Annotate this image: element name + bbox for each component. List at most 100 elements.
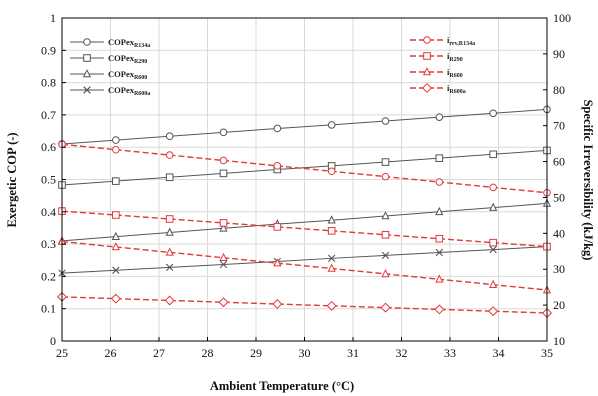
- data-point: [381, 230, 390, 239]
- legend-label-sub: R600: [449, 73, 462, 79]
- data-point: [489, 202, 498, 211]
- data-point: [489, 109, 497, 118]
- legend-item: irev,R134a: [410, 35, 475, 47]
- data-point: [219, 260, 228, 269]
- legend-marker: [422, 67, 432, 76]
- data-point: [219, 169, 228, 178]
- y-right-tick-label: 40: [553, 226, 565, 240]
- y-left-tick-label: 1: [50, 11, 56, 25]
- legend-label: COPexR134a: [108, 37, 150, 49]
- legend-label: iR600a: [447, 83, 466, 95]
- series-right-1: [58, 207, 551, 251]
- data-point: [489, 245, 497, 254]
- legend-marker: [421, 82, 433, 94]
- y-right-tick-label: 10: [553, 334, 565, 348]
- data-point: [326, 300, 337, 311]
- legend-label: iR290: [447, 51, 463, 63]
- y-left-tick-label: 0: [50, 334, 56, 348]
- x-tick-label: 31: [347, 346, 359, 360]
- x-tick-label: 34: [493, 346, 505, 360]
- legend-marker: [83, 86, 91, 94]
- x-tick-label: 28: [202, 346, 214, 360]
- legend-label-sub: R290: [134, 59, 147, 65]
- y-right-tick-label: 70: [553, 119, 565, 133]
- legend-label-sub: R600a: [449, 89, 465, 95]
- legend-label-sub: R600a: [134, 91, 150, 97]
- series-line: [61, 143, 548, 194]
- y-left-tick-label: 0.5: [41, 173, 56, 187]
- data-point: [165, 227, 174, 236]
- data-point: [381, 158, 390, 166]
- data-point: [112, 136, 120, 144]
- legend-label-base: i: [447, 35, 450, 45]
- data-point: [489, 238, 497, 247]
- legend-label: iR600: [447, 67, 463, 79]
- data-point: [219, 219, 228, 227]
- data-point: [273, 162, 282, 170]
- legend-label-base: i: [447, 67, 450, 77]
- x-tick-label: 29: [250, 346, 262, 360]
- x-tick-label: 30: [299, 346, 311, 360]
- legend-label-base: i: [447, 51, 450, 61]
- data-point: [219, 252, 228, 262]
- data-point: [489, 183, 497, 192]
- data-point: [489, 279, 498, 288]
- y-right-tick-label: 20: [553, 298, 565, 312]
- y-left-tick-label: 0.1: [41, 302, 56, 316]
- data-point: [488, 306, 499, 317]
- series-line: [61, 210, 548, 248]
- data-point: [273, 124, 282, 133]
- data-point: [218, 297, 229, 308]
- series-line: [61, 149, 548, 186]
- data-point: [435, 248, 444, 257]
- legend-label-base: COPex: [108, 85, 135, 95]
- legend-item: iR600: [410, 67, 463, 79]
- data-point: [327, 167, 336, 176]
- legend-label: COPexR290: [108, 53, 147, 65]
- data-point: [327, 121, 336, 129]
- legend-item: COPexR134a: [70, 37, 150, 49]
- legend-label-sub: rev,R134a: [449, 41, 475, 47]
- data-point: [165, 173, 174, 182]
- legend-label: COPexR600: [108, 69, 147, 81]
- y-right-tick-label: 80: [553, 83, 565, 97]
- series-group: [56, 105, 553, 319]
- y-left-tick-label: 0.4: [41, 205, 56, 219]
- data-point: [110, 293, 121, 304]
- y-left-tick-label: 0.3: [41, 237, 56, 251]
- data-point: [272, 299, 283, 310]
- series-left-3: [58, 242, 551, 277]
- data-point: [165, 247, 174, 256]
- data-point: [273, 258, 282, 267]
- tick-labels: 25 26 27 28 29 30 31 32 33 34 35 0 0.1 0.2 0.3 0.4 0.5 0.…: [41, 11, 571, 360]
- data-point: [381, 117, 390, 125]
- data-point: [381, 211, 390, 220]
- legend-item: COPexR290: [70, 53, 147, 65]
- y-left-tick-label: 0.9: [41, 43, 56, 57]
- y-left-tick-label: 0.2: [41, 269, 56, 283]
- y-left-tick-label: 0.8: [41, 76, 56, 90]
- y-right-tick-label: 100: [553, 11, 571, 25]
- legend-marker: [82, 69, 92, 78]
- data-point: [165, 215, 174, 223]
- legend-label: irev,R134a: [447, 35, 475, 47]
- data-point: [489, 150, 497, 159]
- data-point: [219, 223, 228, 232]
- legend-marker: [423, 36, 431, 44]
- series-right-2: [57, 236, 552, 294]
- data-point: [111, 242, 120, 251]
- data-point: [165, 132, 174, 141]
- data-point: [112, 211, 120, 219]
- data-point: [219, 128, 228, 137]
- data-point: [112, 145, 120, 154]
- legend-item: COPexR600a: [70, 85, 150, 97]
- legend-label-sub: R134a: [134, 43, 150, 49]
- data-point: [327, 227, 336, 235]
- x-tick-label: 33: [444, 346, 456, 360]
- x-axis-label: Ambient Temperature (°C): [210, 379, 354, 393]
- x-tick-label: 25: [56, 346, 68, 360]
- x-tick-label: 32: [396, 346, 408, 360]
